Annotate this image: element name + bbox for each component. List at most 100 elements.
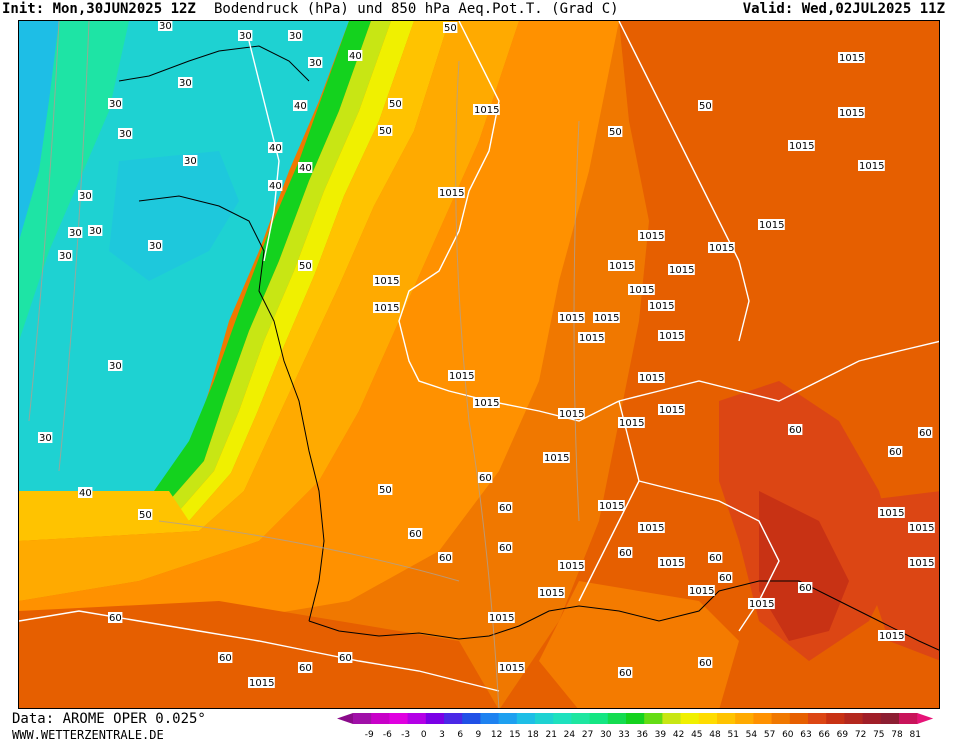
temperature-label: 50	[608, 126, 623, 138]
svg-text:1015: 1015	[609, 261, 634, 272]
pressure-label: 1015	[498, 662, 525, 674]
temperature-label: 60	[408, 528, 423, 540]
pressure-label: 1015	[598, 500, 625, 512]
colorbar-swatch	[680, 713, 700, 724]
temperature-label: 30	[308, 57, 323, 69]
svg-text:1015: 1015	[639, 373, 664, 384]
svg-text:30: 30	[79, 191, 92, 202]
svg-text:50: 50	[609, 127, 622, 138]
svg-text:50: 50	[379, 485, 392, 496]
pressure-label: 1015	[658, 557, 685, 569]
header: Init: Mon,30JUN2025 12Z Bodendruck (hPa)…	[0, 0, 959, 20]
colorbar-legend: -9 -6 -3 0 3 6 9 12 15 18 21 24 27 30 33 36 39 42 45 48 51 54…	[337, 713, 934, 740]
band-aqua	[19, 21, 129, 341]
band-orange-south	[19, 601, 498, 708]
svg-text:60: 60	[499, 503, 512, 514]
temperature-label: 30	[178, 77, 193, 89]
svg-text:1015: 1015	[619, 418, 644, 429]
temperature-label: 30	[88, 225, 103, 237]
colorbar-swatch	[571, 713, 591, 724]
pressure-label: 1015	[373, 302, 400, 314]
svg-text:50: 50	[389, 99, 402, 110]
colorbar-swatch	[826, 713, 845, 724]
temperature-label: 40	[348, 50, 363, 62]
pressure-label: 1015	[908, 522, 935, 534]
temperature-label: 60	[498, 502, 513, 514]
pressure-label: 1015	[708, 242, 735, 254]
svg-text:1015: 1015	[544, 453, 569, 464]
pressure-label: 1015	[488, 612, 515, 624]
mediterranean	[539, 581, 739, 708]
svg-text:30: 30	[239, 31, 252, 42]
temperature-label: 50	[378, 125, 393, 137]
contour-labels: 1015 1015 1015 1015 1015 1015 1015 1015 1015 1015…	[38, 21, 935, 689]
colorbar-swatch	[717, 713, 736, 724]
temperature-label: 60	[298, 662, 313, 674]
pressure-label: 1015	[658, 330, 685, 342]
colorbar-tick-label: 36	[636, 730, 648, 740]
temperature-label: 50	[443, 22, 458, 34]
colorbar-swatch	[407, 713, 427, 724]
pressure-label: 1015	[438, 187, 465, 199]
band-red-south	[759, 491, 849, 641]
svg-text:60: 60	[619, 548, 632, 559]
svg-text:60: 60	[799, 583, 812, 594]
pressure-label: 1015	[448, 370, 475, 382]
pressure-label: 1015	[538, 587, 565, 599]
colorbar-arrow-left	[337, 713, 353, 724]
temperature-label: 30	[78, 190, 93, 202]
init-time: Init: Mon,30JUN2025 12Z	[2, 1, 196, 17]
colorbar-tick-label: -6	[383, 730, 392, 740]
temperature-label: 60	[618, 667, 633, 679]
svg-text:1015: 1015	[689, 586, 714, 597]
pressure-label: 1015	[578, 332, 605, 344]
svg-text:30: 30	[149, 241, 162, 252]
svg-text:1015: 1015	[559, 313, 584, 324]
band-amber	[19, 21, 519, 601]
colorbar-swatch	[626, 713, 645, 724]
colorbar-swatch	[808, 713, 827, 724]
colorbar-swatch	[662, 713, 682, 724]
temperature-label: 30	[58, 250, 73, 262]
colorbar-tick-label: 45	[691, 730, 702, 740]
colorbar-tick-label: 24	[564, 730, 576, 740]
svg-text:60: 60	[709, 553, 722, 564]
colorbar-swatch	[607, 713, 627, 724]
svg-text:30: 30	[184, 156, 197, 167]
pressure-label: 1015	[558, 312, 585, 324]
temperature-label: 60	[498, 542, 513, 554]
svg-text:60: 60	[339, 653, 352, 664]
svg-text:1015: 1015	[474, 105, 499, 116]
colorbar-tick-label: -9	[365, 730, 374, 740]
temperature-label: 40	[268, 180, 283, 192]
svg-text:1015: 1015	[489, 613, 514, 624]
temperature-label: 60	[218, 652, 233, 664]
svg-text:1015: 1015	[749, 599, 774, 610]
colorbar-swatch	[844, 713, 864, 724]
svg-text:1015: 1015	[374, 276, 399, 287]
temperature-label: 30	[158, 21, 173, 32]
pressure-label: 1015	[473, 397, 500, 409]
pressure-label: 1015	[558, 408, 585, 420]
svg-text:1015: 1015	[594, 313, 619, 324]
colorbar-tick-label: 39	[655, 730, 667, 740]
colorbar-swatch	[444, 713, 463, 724]
svg-text:1015: 1015	[579, 333, 604, 344]
colorbar-tick-label: 69	[837, 730, 849, 740]
temperature-label: 60	[918, 427, 933, 439]
colorbar-tick-label: 57	[764, 730, 775, 740]
svg-text:40: 40	[79, 488, 92, 499]
temperature-label: 60	[438, 552, 453, 564]
temperature-label: 40	[293, 100, 308, 112]
pressure-label: 1015	[648, 300, 675, 312]
svg-text:30: 30	[109, 99, 122, 110]
colorbar-tick-label: 63	[800, 730, 811, 740]
colorbar-tick-label: 12	[491, 730, 502, 740]
colorbar-swatch	[516, 713, 536, 724]
colorbar-tick-label: -3	[401, 730, 410, 740]
colorbar-swatch	[371, 713, 390, 724]
svg-text:50: 50	[444, 23, 457, 34]
pressure-label: 1015	[878, 630, 905, 642]
temperature-label: 30	[183, 155, 198, 167]
pressure-label: 1015	[838, 107, 865, 119]
